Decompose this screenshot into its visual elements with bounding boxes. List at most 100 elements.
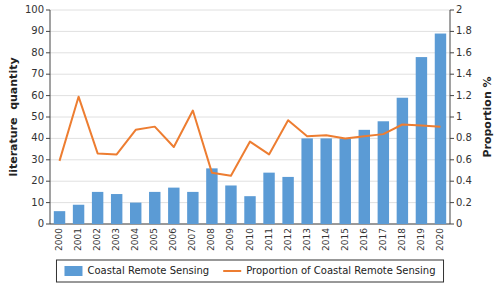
bar bbox=[435, 34, 446, 224]
legend-frame bbox=[56, 260, 443, 282]
legend-swatch bbox=[64, 266, 82, 276]
plot-area bbox=[54, 34, 446, 224]
bar bbox=[282, 177, 293, 224]
bar bbox=[54, 211, 65, 224]
y2-tick bbox=[450, 10, 454, 11]
y-tick-label: 40 bbox=[31, 132, 44, 143]
y-tick-label: 70 bbox=[31, 68, 44, 79]
grid-line bbox=[50, 52, 450, 53]
x-tick-label: 2012 bbox=[283, 228, 293, 251]
y2-tick-label: 0.8 bbox=[456, 132, 472, 143]
y2-tick bbox=[450, 224, 454, 225]
x-tick-label: 2010 bbox=[245, 228, 255, 251]
x-tick-label: 2018 bbox=[397, 228, 407, 251]
x-tick-label: 2011 bbox=[264, 228, 274, 251]
grid-line bbox=[50, 181, 450, 182]
y2-tick bbox=[450, 138, 454, 139]
chart: 010203040506070809010000.20.40.60.811.21… bbox=[0, 0, 500, 285]
page: {"chart_data": { "type": "bar", "categor… bbox=[0, 0, 500, 285]
y2-tick-label: 1 bbox=[456, 111, 462, 122]
legend-label: Coastal Remote Sensing bbox=[87, 265, 209, 276]
x-tick-label: 2005 bbox=[149, 228, 159, 251]
y-tick-label: 80 bbox=[31, 47, 44, 58]
legend-item: Proportion of Coastal Remote Sensing bbox=[223, 265, 435, 276]
chart-container: 010203040506070809010000.20.40.60.811.21… bbox=[0, 0, 500, 285]
y2-tick-label: 1.8 bbox=[456, 25, 472, 36]
grid bbox=[50, 10, 450, 224]
x-tick-label: 2007 bbox=[187, 228, 197, 251]
y-tick-label: 10 bbox=[31, 197, 44, 208]
y-tick bbox=[46, 10, 50, 11]
bar bbox=[206, 168, 217, 224]
line bbox=[60, 97, 441, 176]
x-tick-label: 2001 bbox=[73, 228, 83, 251]
y-tick bbox=[46, 224, 50, 225]
bar bbox=[359, 130, 370, 224]
y2-tick-label: 0.4 bbox=[456, 175, 472, 186]
y2-tick-label: 0.6 bbox=[456, 154, 472, 165]
bar bbox=[111, 194, 122, 224]
y2-tick-label: 1.2 bbox=[456, 90, 472, 101]
y-tick bbox=[46, 31, 50, 32]
y2-tick-label: 2 bbox=[456, 4, 462, 15]
bar bbox=[397, 98, 408, 224]
y-tick bbox=[46, 159, 50, 160]
y2-tick-label: 0.2 bbox=[456, 197, 472, 208]
bar bbox=[130, 203, 141, 224]
y-axis-line bbox=[50, 10, 51, 224]
y-tick bbox=[46, 202, 50, 203]
x-tick-label: 2020 bbox=[435, 228, 445, 251]
bar bbox=[244, 196, 255, 224]
bar bbox=[73, 205, 84, 224]
y-tick bbox=[46, 181, 50, 182]
x-tick-label: 2008 bbox=[206, 228, 216, 251]
grid-line bbox=[50, 138, 450, 139]
bar bbox=[263, 173, 274, 224]
grid-line bbox=[50, 74, 450, 75]
bar bbox=[416, 57, 427, 224]
y-axis-title: literature quantity bbox=[7, 57, 20, 176]
y2-tick bbox=[450, 74, 454, 75]
y-tick bbox=[46, 138, 50, 139]
x-tick-label: 2003 bbox=[111, 228, 121, 251]
bar bbox=[340, 138, 351, 224]
bar bbox=[320, 138, 331, 224]
x-tick-label: 2017 bbox=[378, 228, 388, 251]
bar bbox=[187, 192, 198, 224]
y-tick-label: 30 bbox=[31, 154, 44, 165]
legend-swatch bbox=[223, 270, 241, 272]
bar bbox=[378, 121, 389, 224]
x-tick-label: 2019 bbox=[416, 228, 426, 251]
x-tick-label: 2002 bbox=[92, 228, 102, 251]
axes: 010203040506070809010000.20.40.60.811.21… bbox=[25, 4, 472, 251]
y2-tick bbox=[450, 181, 454, 182]
grid-line bbox=[50, 95, 450, 96]
bar bbox=[225, 185, 236, 224]
y-tick bbox=[46, 74, 50, 75]
y2-tick-label: 1.6 bbox=[456, 47, 472, 58]
y-tick bbox=[46, 52, 50, 53]
y2-tick-label: 1.4 bbox=[456, 68, 472, 79]
x-tick-label: 2006 bbox=[168, 228, 178, 251]
x-tick-label: 2015 bbox=[340, 228, 350, 251]
y-tick bbox=[46, 117, 50, 118]
grid-line bbox=[50, 117, 450, 118]
x-tick-label: 2014 bbox=[321, 228, 331, 251]
y2-axis-title: Proportion % bbox=[481, 76, 494, 157]
y2-tick bbox=[450, 31, 454, 32]
y2-tick bbox=[450, 159, 454, 160]
bar bbox=[168, 188, 179, 224]
grid-line bbox=[50, 31, 450, 32]
y-tick-label: 90 bbox=[31, 25, 44, 36]
y2-axis-line bbox=[450, 10, 451, 224]
x-tick-label: 2009 bbox=[225, 228, 235, 251]
legend-item: Coastal Remote Sensing bbox=[64, 265, 209, 276]
legend: Coastal Remote Sensing Proportion of Coas… bbox=[56, 260, 443, 282]
y-tick-label: 0 bbox=[38, 218, 44, 229]
grid-line bbox=[50, 10, 450, 11]
y-tick-label: 100 bbox=[25, 4, 44, 15]
y2-tick bbox=[450, 95, 454, 96]
y-tick bbox=[46, 95, 50, 96]
y-tick-label: 60 bbox=[31, 90, 44, 101]
y2-tick bbox=[450, 202, 454, 203]
